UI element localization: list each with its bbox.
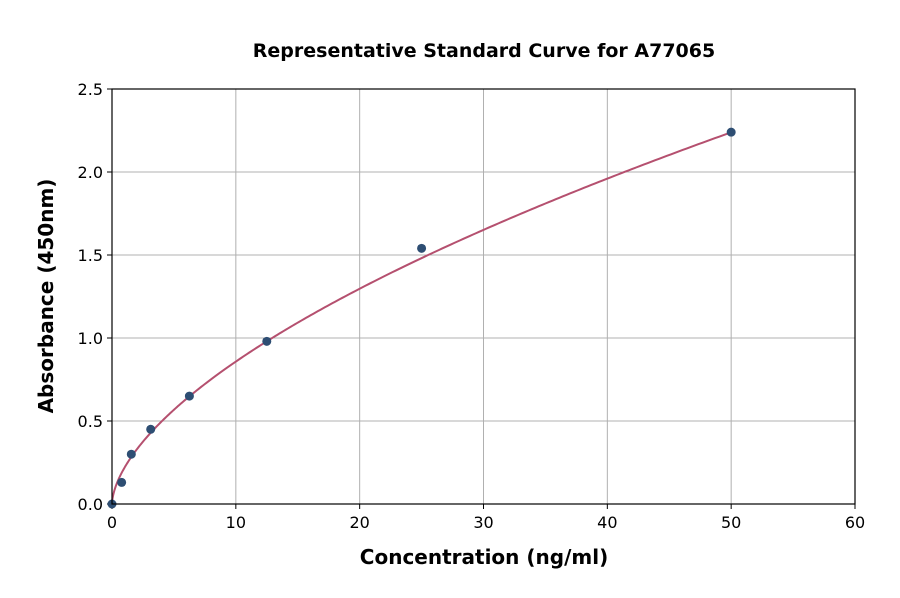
fit-curve: [111, 131, 732, 505]
x-tick-label: 50: [721, 513, 741, 532]
data-point: [117, 477, 127, 487]
plot-frame: [111, 88, 856, 505]
x-tick-label: 30: [473, 513, 493, 532]
chart-title: Representative Standard Curve for A77065: [253, 40, 715, 62]
x-tick-label: 60: [845, 513, 865, 532]
y-tick-label: 2.0: [78, 163, 103, 182]
x-axis-label: Concentration (ng/ml): [360, 545, 608, 569]
data-point: [126, 449, 136, 459]
y-tick-label: 0.0: [78, 495, 103, 514]
y-tick-label: 1.0: [78, 329, 103, 348]
data-point: [726, 127, 736, 137]
y-axis-label: Absorbance (450nm): [34, 179, 58, 414]
data-point: [146, 424, 156, 434]
y-tick-label: 2.5: [78, 80, 103, 99]
y-tick-label: 1.5: [78, 246, 103, 265]
data-point: [262, 336, 272, 346]
x-tick-label: 10: [226, 513, 246, 532]
data-point: [417, 243, 427, 253]
x-tick-label: 20: [349, 513, 369, 532]
y-tick-label: 0.5: [78, 412, 103, 431]
x-tick-label: 0: [107, 513, 117, 532]
x-tick-label: 40: [597, 513, 617, 532]
data-point: [184, 391, 194, 401]
